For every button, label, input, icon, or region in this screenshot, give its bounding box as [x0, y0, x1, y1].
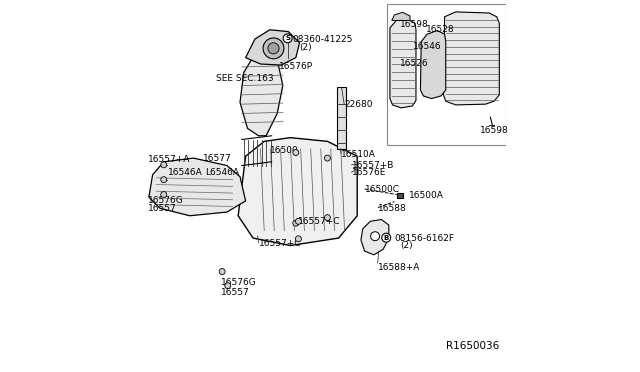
Text: 16598: 16598 — [480, 126, 509, 135]
Text: 16557: 16557 — [221, 288, 250, 296]
Polygon shape — [420, 31, 445, 99]
Circle shape — [225, 283, 231, 289]
Polygon shape — [238, 138, 357, 246]
Text: SEE SEC.163: SEE SEC.163 — [216, 74, 273, 83]
Text: 16588+A: 16588+A — [378, 263, 420, 272]
Text: (2): (2) — [300, 43, 312, 52]
Circle shape — [324, 155, 330, 161]
Text: 08360-41225: 08360-41225 — [292, 35, 353, 44]
Polygon shape — [361, 219, 389, 255]
Text: 08156-6162F: 08156-6162F — [394, 234, 454, 243]
Circle shape — [263, 38, 284, 59]
Circle shape — [219, 269, 225, 275]
Text: 16500: 16500 — [270, 146, 298, 155]
Polygon shape — [246, 30, 300, 65]
Circle shape — [293, 150, 299, 155]
Bar — [387, 4, 506, 145]
Bar — [397, 193, 403, 198]
Text: 16557+C: 16557+C — [259, 239, 301, 248]
Text: 16500C: 16500C — [365, 185, 399, 194]
Text: R1650036: R1650036 — [447, 341, 500, 351]
Text: S: S — [285, 35, 290, 41]
Circle shape — [283, 34, 292, 43]
Text: B: B — [383, 235, 389, 241]
Circle shape — [371, 232, 380, 241]
Polygon shape — [240, 50, 283, 136]
Text: 16598: 16598 — [400, 20, 429, 29]
Text: 16576G: 16576G — [221, 278, 257, 287]
Text: 16510A: 16510A — [340, 150, 375, 159]
Text: 16546A: 16546A — [168, 169, 202, 177]
Text: 16557: 16557 — [148, 204, 177, 213]
Text: 22680: 22680 — [344, 100, 372, 109]
Bar — [337, 87, 346, 149]
Polygon shape — [390, 19, 416, 108]
Text: 16588: 16588 — [378, 204, 406, 213]
Text: (2): (2) — [400, 241, 413, 250]
Text: 16528: 16528 — [426, 25, 454, 34]
Text: 16576E: 16576E — [351, 169, 386, 177]
Circle shape — [296, 236, 301, 242]
Text: 16576G: 16576G — [148, 196, 184, 205]
Circle shape — [268, 43, 279, 54]
Text: L6546A: L6546A — [205, 169, 239, 177]
Text: 16557+C: 16557+C — [298, 217, 340, 226]
Text: 16526: 16526 — [400, 59, 429, 68]
Circle shape — [161, 192, 167, 198]
Circle shape — [381, 233, 390, 242]
Text: 16576P: 16576P — [279, 62, 313, 71]
Text: 16557+B: 16557+B — [351, 161, 394, 170]
Circle shape — [293, 220, 299, 226]
Circle shape — [296, 218, 301, 224]
Polygon shape — [444, 12, 499, 105]
Text: 16577: 16577 — [203, 154, 232, 163]
Text: 16546: 16546 — [413, 42, 442, 51]
Polygon shape — [149, 158, 246, 216]
Polygon shape — [392, 12, 410, 20]
Circle shape — [161, 177, 167, 183]
Text: 16557+A: 16557+A — [148, 155, 190, 164]
Circle shape — [161, 162, 167, 168]
Text: 16500A: 16500A — [410, 191, 444, 200]
Circle shape — [324, 215, 330, 221]
